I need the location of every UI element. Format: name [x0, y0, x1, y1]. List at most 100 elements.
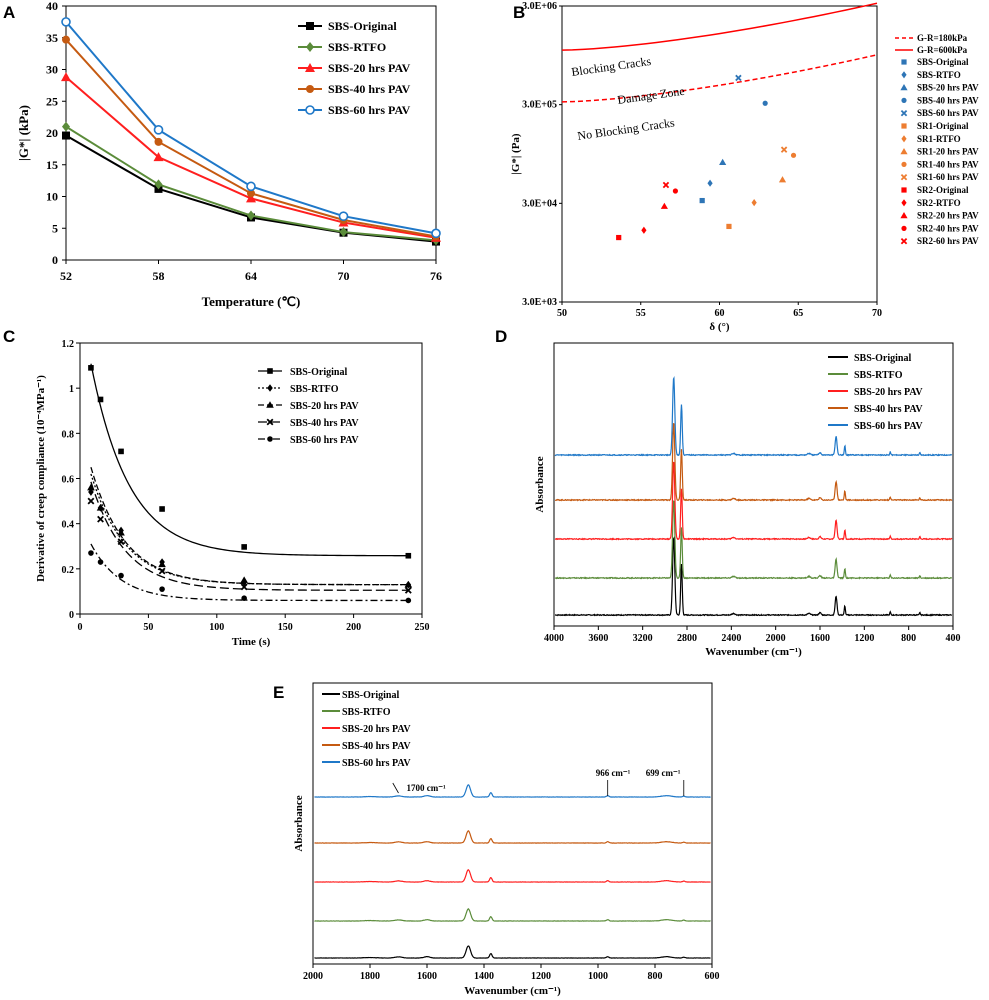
panel-c-chart: 0 0.2 0.4 0.6 0.8 1 1.2 0 50 100 150 200 250 Time (s)…: [35, 339, 430, 648]
annotation-blocking-cracks: Blocking Cracks: [570, 54, 652, 79]
data-point: [735, 74, 742, 82]
data-point: [153, 125, 164, 135]
data-point: [404, 580, 413, 588]
legend-label: SR2-60 hrs PAV: [917, 236, 979, 246]
data-point: [780, 146, 788, 153]
y-tick-label: 20: [46, 126, 58, 140]
legend-label: SBS-60 hrs PAV: [290, 435, 359, 446]
legend-label: SBS-40 hrs PAV: [854, 404, 923, 415]
spectrum-line-0: [555, 536, 953, 617]
legend-label: SBS-20 hrs PAV: [342, 724, 411, 735]
data-point: [87, 497, 95, 505]
legend-marker: [901, 187, 907, 193]
x-tick-label: 65: [793, 308, 803, 319]
y-tick-label: 10: [46, 190, 58, 204]
x-tick-label: 1600: [810, 633, 830, 644]
legend-label: SBS-60 hrs PAV: [342, 758, 411, 769]
x-tick-label: 2800: [677, 633, 697, 644]
x-tick-label: 70: [338, 269, 350, 283]
data-point: [240, 583, 248, 591]
x-tick-label: 1800: [360, 971, 380, 982]
legend-label: SBS-RTFO: [328, 40, 386, 54]
spectrum-line-4: [314, 784, 711, 798]
panel-letter-e: E: [273, 683, 284, 702]
data-point: [154, 179, 163, 190]
data-point: [762, 100, 768, 106]
y-tick-label: 25: [46, 94, 58, 108]
series-curve-1: [90, 473, 409, 586]
panel-d-chart: 4000 3600 3200 2800 2400 2000 1600 1200 800 400 Wa…: [534, 342, 961, 658]
legend-marker: [900, 109, 908, 117]
y-axis-title: Derivative of creep compliance (10⁻⁴MPa⁻…: [35, 375, 47, 582]
x-tick-label: 3200: [633, 633, 653, 644]
data-point: [117, 538, 125, 546]
y-tick-label: 0.2: [62, 565, 75, 576]
data-point: [154, 137, 163, 146]
y-tick-label: 0: [69, 610, 74, 621]
series-curve-0: [90, 363, 409, 557]
x-tick-label: 1000: [588, 971, 608, 982]
y-tick-label: 3.0E+05: [522, 100, 557, 111]
legend-label: SR1-20 hrs PAV: [917, 147, 979, 157]
spectrum-line-2: [554, 461, 953, 541]
x-axis-title: Time (s): [232, 636, 271, 648]
x-tick-label: 1200: [531, 971, 551, 982]
y-tick-label: 5: [52, 221, 58, 235]
spectrum-line-3: [554, 422, 953, 502]
data-point: [158, 560, 166, 568]
spectrum-line-1: [314, 907, 711, 922]
x-tick-label: 800: [901, 633, 916, 644]
spectrum-line-1: [554, 500, 952, 580]
data-point: [247, 210, 255, 221]
panel-letter-b: B: [513, 3, 525, 22]
x-tick-label: 3600: [588, 633, 608, 644]
x-tick-label: 1200: [854, 633, 874, 644]
legend-marker: [900, 84, 908, 91]
legend-label: SR2-20 hrs PAV: [917, 211, 979, 221]
threshold-line-0: [561, 54, 878, 103]
legend-label: SR1-Original: [917, 121, 969, 131]
data-point: [246, 193, 256, 203]
legend-label: SR2-40 hrs PAV: [917, 223, 979, 233]
y-tick-label: 0.6: [62, 475, 75, 486]
x-tick-label: 64: [245, 269, 257, 283]
plot-frame: [553, 342, 954, 627]
data-point: [118, 572, 124, 579]
y-axis-title: Absorbance: [534, 456, 546, 512]
legend-marker: [266, 418, 274, 426]
annotation-966: 966 cm⁻¹: [596, 768, 631, 778]
legend-label: SBS-40 hrs PAV: [290, 418, 359, 429]
legend-label: SBS-40 hrs PAV: [328, 82, 411, 96]
series-curve-2: [90, 467, 409, 586]
x-axis-title: Wavenumber (cm⁻¹): [464, 985, 561, 997]
spectrum-line-3: [314, 830, 711, 844]
panel-letter-c: C: [3, 327, 15, 346]
data-point: [338, 211, 349, 221]
data-point: [153, 152, 164, 162]
legend-label: SBS-Original: [854, 353, 911, 364]
data-point: [778, 176, 787, 183]
legend-marker: [305, 105, 315, 115]
legend-marker: [901, 59, 907, 65]
x-tick-label: 250: [415, 622, 430, 633]
legend-label: SR1-40 hrs PAV: [917, 159, 979, 169]
y-tick-label: 0.8: [62, 429, 75, 440]
data-point: [88, 550, 94, 556]
y-axis-title: |G*| (Pa): [510, 133, 522, 175]
data-point: [339, 227, 348, 238]
legend-label: SR2-RTFO: [917, 198, 961, 208]
legend-label: G-R=180kPa: [917, 33, 968, 43]
x-tick-label: 1400: [474, 971, 494, 982]
legend-label: SBS-60 hrs PAV: [328, 103, 411, 117]
legend-label: SBS-RTFO: [342, 707, 391, 718]
legend-marker: [901, 135, 907, 143]
data-point: [246, 181, 256, 192]
legend-marker: [267, 384, 273, 392]
x-tick-label: 400: [946, 633, 961, 644]
panel-letter-d: D: [495, 327, 507, 346]
x-tick-label: 0: [78, 622, 83, 633]
threshold-line-1: [561, 2, 878, 51]
x-tick-label: 200: [346, 622, 361, 633]
x-axis-title: δ (°): [709, 321, 730, 333]
